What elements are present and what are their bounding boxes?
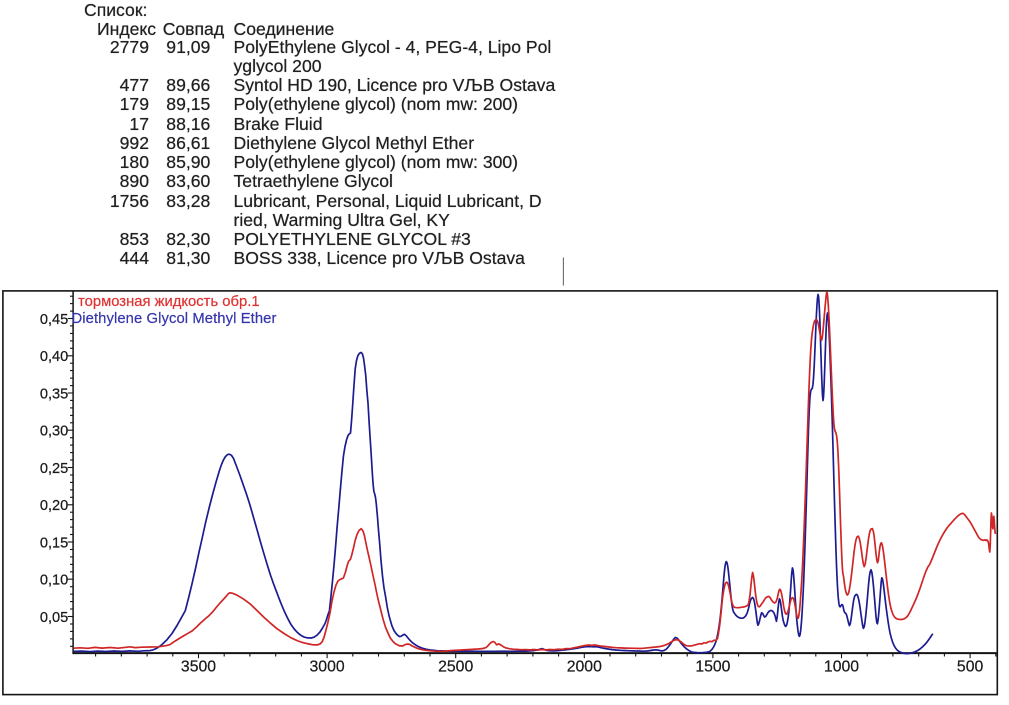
svg-text:0,25: 0,25 bbox=[40, 461, 68, 477]
svg-text:2500: 2500 bbox=[438, 658, 473, 675]
svg-text:0,10: 0,10 bbox=[40, 573, 68, 589]
svg-text:1000: 1000 bbox=[824, 658, 859, 675]
svg-text:0,20: 0,20 bbox=[40, 498, 68, 514]
svg-text:3000: 3000 bbox=[310, 658, 345, 675]
svg-text:0,05: 0,05 bbox=[40, 610, 68, 626]
svg-text:тормозная жидкость обр.1: тормозная жидкость обр.1 bbox=[78, 294, 260, 310]
svg-text:0,30: 0,30 bbox=[40, 424, 68, 440]
svg-text:0,40: 0,40 bbox=[40, 349, 68, 365]
svg-text:0,35: 0,35 bbox=[40, 386, 68, 402]
svg-text:0,15: 0,15 bbox=[40, 535, 68, 551]
svg-text:500: 500 bbox=[957, 658, 984, 675]
svg-text:Diethylene Glycol Methyl Ether: Diethylene Glycol Methyl Ether bbox=[72, 311, 277, 327]
svg-text:3500: 3500 bbox=[181, 658, 216, 675]
svg-text:0,45: 0,45 bbox=[40, 312, 68, 328]
svg-text:2000: 2000 bbox=[567, 658, 602, 675]
svg-text:1500: 1500 bbox=[695, 658, 730, 675]
